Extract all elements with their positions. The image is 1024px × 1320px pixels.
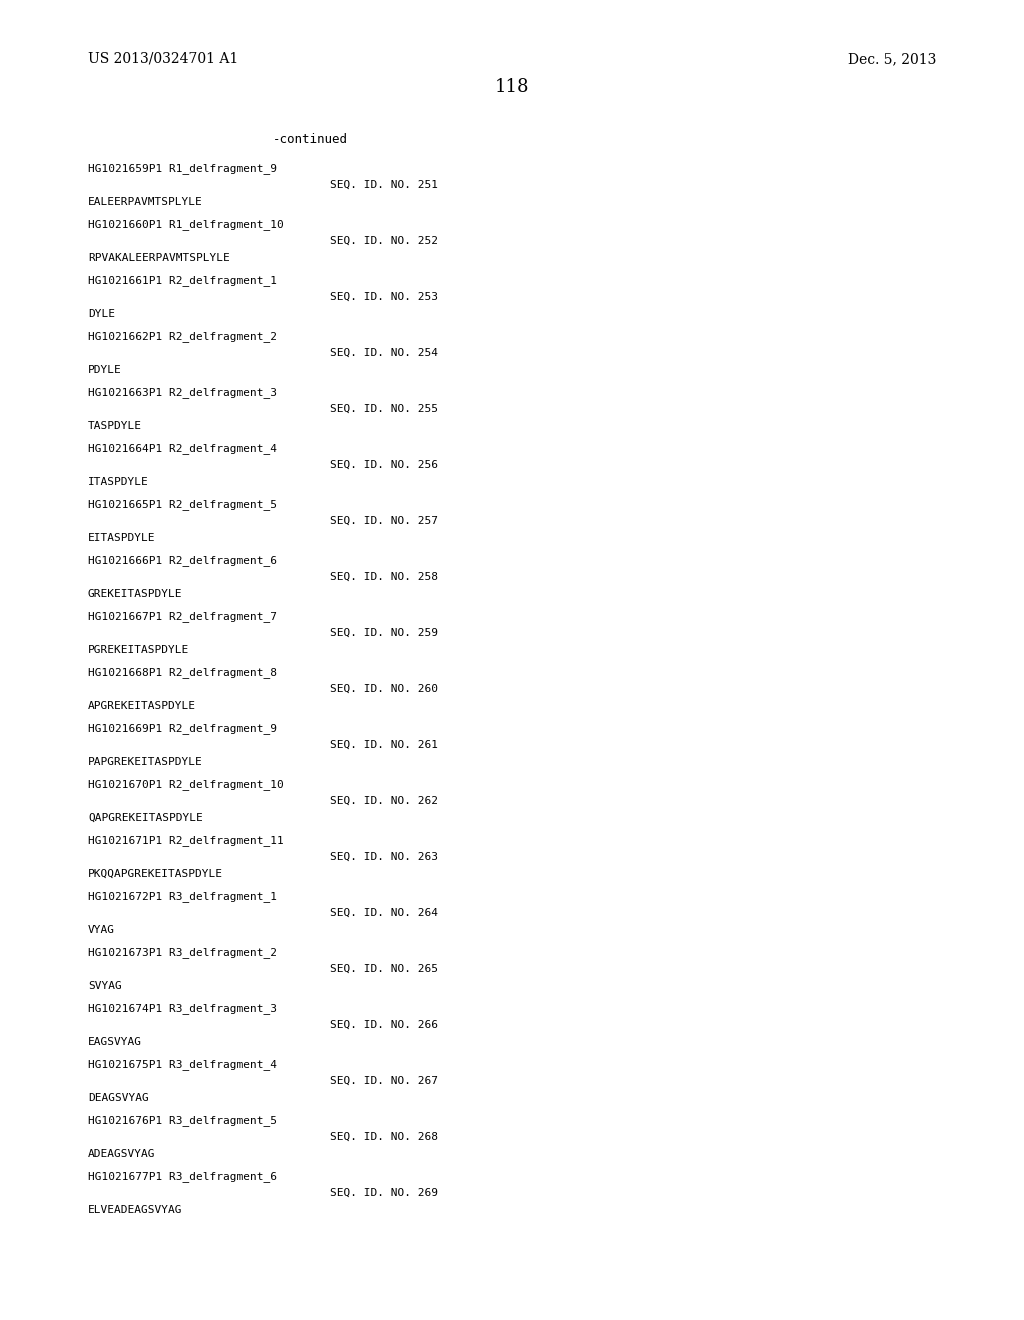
Text: ELVEADEAGSVYAG: ELVEADEAGSVYAG	[88, 1205, 182, 1214]
Text: HG1021668P1 R2_delfragment_8: HG1021668P1 R2_delfragment_8	[88, 667, 278, 678]
Text: PDYLE: PDYLE	[88, 366, 122, 375]
Text: SEQ. ID. NO. 256: SEQ. ID. NO. 256	[330, 459, 438, 470]
Text: HG1021666P1 R2_delfragment_6: HG1021666P1 R2_delfragment_6	[88, 554, 278, 566]
Text: HG1021669P1 R2_delfragment_9: HG1021669P1 R2_delfragment_9	[88, 723, 278, 734]
Text: SEQ. ID. NO. 254: SEQ. ID. NO. 254	[330, 348, 438, 358]
Text: HG1021676P1 R3_delfragment_5: HG1021676P1 R3_delfragment_5	[88, 1115, 278, 1126]
Text: TASPDYLE: TASPDYLE	[88, 421, 142, 432]
Text: SEQ. ID. NO. 268: SEQ. ID. NO. 268	[330, 1133, 438, 1142]
Text: HG1021662P1 R2_delfragment_2: HG1021662P1 R2_delfragment_2	[88, 331, 278, 342]
Text: PAPGREKEITASPDYLE: PAPGREKEITASPDYLE	[88, 756, 203, 767]
Text: HG1021661P1 R2_delfragment_1: HG1021661P1 R2_delfragment_1	[88, 275, 278, 286]
Text: HG1021673P1 R3_delfragment_2: HG1021673P1 R3_delfragment_2	[88, 946, 278, 958]
Text: HG1021659P1 R1_delfragment_9: HG1021659P1 R1_delfragment_9	[88, 162, 278, 174]
Text: VYAG: VYAG	[88, 925, 115, 935]
Text: SEQ. ID. NO. 263: SEQ. ID. NO. 263	[330, 851, 438, 862]
Text: SEQ. ID. NO. 253: SEQ. ID. NO. 253	[330, 292, 438, 302]
Text: GREKEITASPDYLE: GREKEITASPDYLE	[88, 589, 182, 599]
Text: SEQ. ID. NO. 262: SEQ. ID. NO. 262	[330, 796, 438, 807]
Text: HG1021672P1 R3_delfragment_1: HG1021672P1 R3_delfragment_1	[88, 891, 278, 902]
Text: ADEAGSVYAG: ADEAGSVYAG	[88, 1148, 156, 1159]
Text: SEQ. ID. NO. 260: SEQ. ID. NO. 260	[330, 684, 438, 694]
Text: SEQ. ID. NO. 265: SEQ. ID. NO. 265	[330, 964, 438, 974]
Text: DEAGSVYAG: DEAGSVYAG	[88, 1093, 148, 1104]
Text: QAPGREKEITASPDYLE: QAPGREKEITASPDYLE	[88, 813, 203, 822]
Text: -continued: -continued	[272, 133, 347, 147]
Text: SEQ. ID. NO. 255: SEQ. ID. NO. 255	[330, 404, 438, 414]
Text: SEQ. ID. NO. 266: SEQ. ID. NO. 266	[330, 1020, 438, 1030]
Text: PKQQAPGREKEITASPDYLE: PKQQAPGREKEITASPDYLE	[88, 869, 223, 879]
Text: ITASPDYLE: ITASPDYLE	[88, 477, 148, 487]
Text: RPVAKALEERPAVMTSPLYLE: RPVAKALEERPAVMTSPLYLE	[88, 253, 229, 263]
Text: SEQ. ID. NO. 261: SEQ. ID. NO. 261	[330, 741, 438, 750]
Text: HG1021675P1 R3_delfragment_4: HG1021675P1 R3_delfragment_4	[88, 1059, 278, 1071]
Text: EITASPDYLE: EITASPDYLE	[88, 533, 156, 543]
Text: HG1021671P1 R2_delfragment_11: HG1021671P1 R2_delfragment_11	[88, 836, 284, 846]
Text: SEQ. ID. NO. 257: SEQ. ID. NO. 257	[330, 516, 438, 525]
Text: SEQ. ID. NO. 264: SEQ. ID. NO. 264	[330, 908, 438, 917]
Text: DYLE: DYLE	[88, 309, 115, 319]
Text: SEQ. ID. NO. 269: SEQ. ID. NO. 269	[330, 1188, 438, 1199]
Text: HG1021677P1 R3_delfragment_6: HG1021677P1 R3_delfragment_6	[88, 1171, 278, 1181]
Text: APGREKEITASPDYLE: APGREKEITASPDYLE	[88, 701, 196, 711]
Text: EALEERPAVMTSPLYLE: EALEERPAVMTSPLYLE	[88, 197, 203, 207]
Text: SEQ. ID. NO. 252: SEQ. ID. NO. 252	[330, 236, 438, 246]
Text: EAGSVYAG: EAGSVYAG	[88, 1038, 142, 1047]
Text: SVYAG: SVYAG	[88, 981, 122, 991]
Text: Dec. 5, 2013: Dec. 5, 2013	[848, 51, 936, 66]
Text: SEQ. ID. NO. 267: SEQ. ID. NO. 267	[330, 1076, 438, 1086]
Text: HG1021665P1 R2_delfragment_5: HG1021665P1 R2_delfragment_5	[88, 499, 278, 510]
Text: SEQ. ID. NO. 258: SEQ. ID. NO. 258	[330, 572, 438, 582]
Text: 118: 118	[495, 78, 529, 96]
Text: HG1021667P1 R2_delfragment_7: HG1021667P1 R2_delfragment_7	[88, 611, 278, 622]
Text: HG1021670P1 R2_delfragment_10: HG1021670P1 R2_delfragment_10	[88, 779, 284, 789]
Text: PGREKEITASPDYLE: PGREKEITASPDYLE	[88, 645, 189, 655]
Text: HG1021674P1 R3_delfragment_3: HG1021674P1 R3_delfragment_3	[88, 1003, 278, 1014]
Text: SEQ. ID. NO. 251: SEQ. ID. NO. 251	[330, 180, 438, 190]
Text: SEQ. ID. NO. 259: SEQ. ID. NO. 259	[330, 628, 438, 638]
Text: HG1021660P1 R1_delfragment_10: HG1021660P1 R1_delfragment_10	[88, 219, 284, 230]
Text: US 2013/0324701 A1: US 2013/0324701 A1	[88, 51, 239, 66]
Text: HG1021663P1 R2_delfragment_3: HG1021663P1 R2_delfragment_3	[88, 387, 278, 397]
Text: HG1021664P1 R2_delfragment_4: HG1021664P1 R2_delfragment_4	[88, 444, 278, 454]
